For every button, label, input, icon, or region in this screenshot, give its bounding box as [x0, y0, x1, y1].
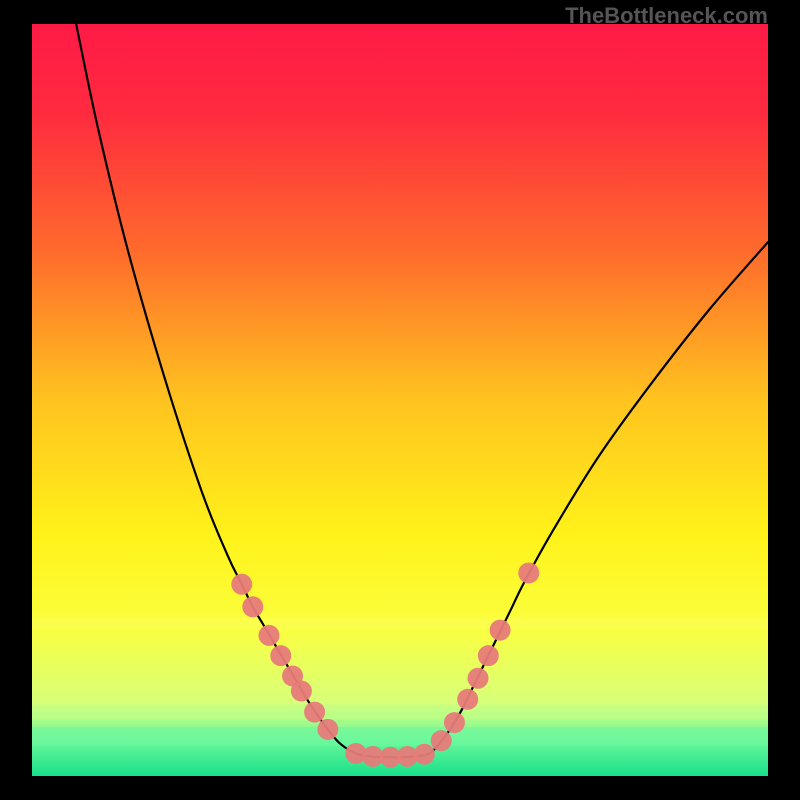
left-marker-2: [258, 625, 279, 646]
right-marker-0: [431, 730, 452, 751]
plot-area: [32, 24, 768, 776]
highlight-band-1: [32, 705, 768, 720]
valley-marker-4: [414, 744, 435, 765]
plot-svg: [32, 24, 768, 776]
right-marker-6: [518, 562, 539, 583]
gradient-background: [32, 24, 768, 776]
highlight-band-2: [32, 727, 768, 746]
right-marker-1: [444, 712, 465, 733]
right-marker-2: [457, 689, 478, 710]
left-marker-1: [242, 596, 263, 617]
highlight-band-0: [32, 618, 768, 629]
right-marker-5: [490, 620, 511, 641]
left-marker-7: [317, 719, 338, 740]
left-marker-5: [291, 681, 312, 702]
left-marker-6: [304, 702, 325, 723]
left-marker-0: [231, 574, 252, 595]
right-marker-4: [478, 645, 499, 666]
right-marker-3: [468, 668, 489, 689]
left-marker-3: [270, 645, 291, 666]
